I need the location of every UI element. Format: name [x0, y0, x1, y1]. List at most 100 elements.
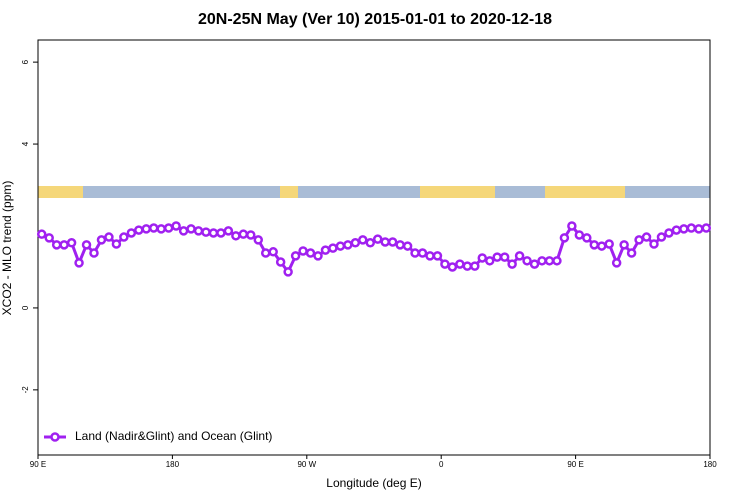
point — [148, 223, 159, 233]
point — [89, 248, 99, 258]
point — [313, 251, 323, 261]
point — [335, 241, 346, 251]
point — [365, 238, 376, 248]
point — [529, 259, 540, 269]
point — [559, 233, 570, 243]
point — [477, 253, 488, 263]
point — [582, 233, 592, 243]
point — [425, 251, 435, 261]
point — [156, 224, 166, 234]
point — [44, 233, 54, 243]
y-axis-label: XCO2 - MLO trend (ppm) — [0, 181, 14, 316]
point — [298, 246, 308, 256]
y-tick-label: 0 — [21, 305, 30, 310]
point — [81, 240, 92, 250]
point — [119, 232, 129, 242]
point — [679, 224, 689, 234]
point — [208, 228, 219, 238]
point — [171, 221, 181, 231]
point — [290, 251, 301, 261]
point — [372, 234, 383, 244]
point — [402, 241, 413, 251]
point — [193, 226, 204, 236]
point — [178, 226, 189, 236]
point — [231, 231, 241, 241]
point — [589, 240, 600, 250]
point — [186, 224, 196, 234]
point — [537, 256, 547, 266]
plot-frame — [37, 39, 711, 456]
point — [552, 256, 562, 266]
x-tick-label: 90 W — [297, 460, 316, 469]
point — [328, 243, 338, 253]
point — [380, 237, 390, 247]
point — [395, 240, 405, 250]
point — [59, 240, 69, 250]
point — [462, 261, 473, 271]
point — [410, 248, 420, 258]
point — [701, 223, 712, 233]
point — [104, 232, 114, 242]
point — [51, 240, 62, 250]
point — [522, 256, 532, 266]
x-tick-label: 90 E — [567, 460, 583, 469]
point — [455, 259, 465, 269]
point — [305, 248, 316, 258]
x-tick-label: 180 — [703, 460, 717, 469]
point — [626, 248, 637, 258]
point — [238, 229, 249, 239]
point — [417, 248, 428, 258]
point — [634, 235, 644, 245]
y-tick-label: 6 — [21, 59, 30, 64]
chart-title: 20N-25N May (Ver 10) 2015-01-01 to 2020-… — [198, 11, 552, 28]
point — [246, 230, 256, 240]
point — [358, 235, 368, 245]
point — [275, 257, 286, 267]
point — [387, 237, 398, 247]
point — [111, 239, 122, 249]
x-tick-label: 0 — [439, 460, 444, 469]
point — [686, 223, 697, 233]
point — [544, 256, 555, 266]
point — [201, 227, 211, 237]
legend-marker — [50, 432, 60, 442]
point — [507, 259, 517, 269]
point — [432, 251, 443, 261]
y-tick-label: 4 — [21, 141, 30, 146]
point — [163, 223, 174, 233]
point — [604, 239, 614, 249]
legend-label: Land (Nadir&Glint) and Ocean (Glint) — [75, 429, 272, 443]
point — [619, 240, 629, 250]
x-tick-label: 90 E — [30, 460, 46, 469]
point — [596, 241, 607, 251]
point — [649, 239, 659, 249]
point — [253, 235, 264, 245]
point — [283, 267, 293, 277]
point — [343, 240, 353, 250]
point — [641, 232, 652, 242]
point — [671, 225, 682, 235]
point — [216, 228, 226, 238]
x-tick-label: 180 — [166, 460, 180, 469]
point — [74, 258, 84, 268]
point — [440, 259, 450, 269]
point — [656, 232, 667, 242]
point — [126, 228, 137, 238]
point — [470, 261, 480, 271]
x-axis-label: Longitude (deg E) — [326, 476, 421, 490]
point — [66, 238, 77, 248]
y-tick-label: -2 — [21, 386, 30, 394]
point — [694, 224, 704, 234]
point — [350, 238, 361, 248]
point — [134, 225, 144, 235]
point — [320, 245, 331, 255]
point — [96, 235, 107, 245]
point — [492, 252, 502, 262]
point — [484, 256, 495, 266]
point — [499, 252, 510, 262]
point — [567, 221, 577, 231]
point — [447, 262, 458, 272]
point — [223, 226, 234, 236]
map-strip — [38, 186, 710, 198]
